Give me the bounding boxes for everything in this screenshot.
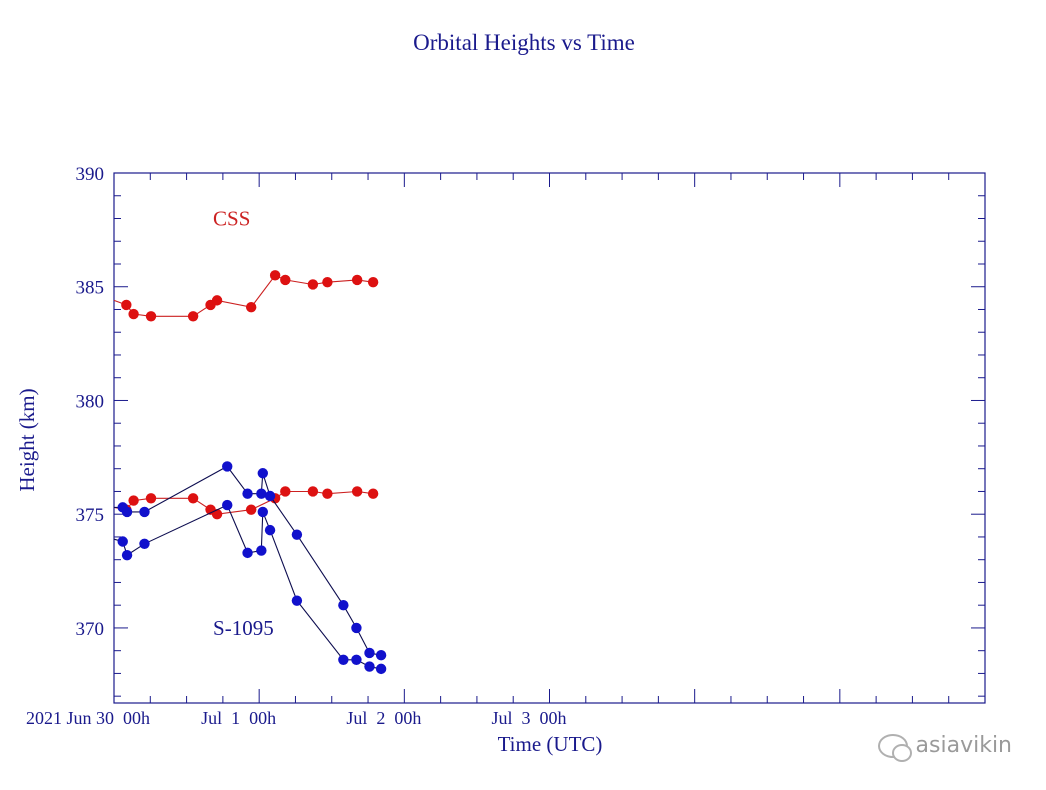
data-point xyxy=(222,461,233,472)
data-point xyxy=(242,488,253,499)
data-point xyxy=(364,647,375,659)
data-point xyxy=(222,499,233,511)
data-point xyxy=(145,493,157,504)
x-tick-labels: 2021 Jun 30 00h Jul 1 00h Jul 2 00h Jul 3 0… xyxy=(26,708,567,728)
data-point xyxy=(121,506,133,518)
x-tick-label: 2021 Jun 30 00h xyxy=(26,708,150,728)
data-point xyxy=(351,274,363,286)
data-point xyxy=(128,495,139,506)
data-point xyxy=(139,506,150,518)
series-s-1095-lower xyxy=(113,499,387,675)
data-point xyxy=(375,650,387,661)
data-point xyxy=(139,538,150,549)
data-point xyxy=(280,486,291,497)
annotation-label: CSS xyxy=(213,206,250,230)
data-point xyxy=(145,311,157,322)
y-tick-label: 370 xyxy=(76,619,105,640)
data-point xyxy=(245,504,257,515)
watermark: asiavikin xyxy=(877,733,1012,762)
series-css-upper xyxy=(113,270,379,322)
annotation-label: S-1095 xyxy=(213,616,274,640)
data-point xyxy=(307,279,319,290)
data-point xyxy=(322,276,333,288)
data-point xyxy=(375,663,387,675)
y-tick-labels: 370 375 380 385 390 xyxy=(76,164,105,640)
series-line xyxy=(113,504,382,670)
data-point xyxy=(257,506,268,518)
annotations: CSS S-1095 xyxy=(213,206,274,639)
data-point xyxy=(245,302,257,313)
y-axis-label: Height (km) xyxy=(15,388,39,491)
data-point xyxy=(257,468,268,479)
y-tick-label: 380 xyxy=(76,391,105,412)
x-tick-label: Jul 2 00h xyxy=(346,708,421,728)
x-tick-label: Jul 1 00h xyxy=(201,708,276,728)
data-point xyxy=(264,490,276,502)
series-line xyxy=(113,274,374,317)
chart-title: Orbital Heights vs Time xyxy=(413,30,635,55)
data-point xyxy=(351,654,362,665)
data-point xyxy=(280,274,291,286)
data-point xyxy=(291,595,303,606)
data-point xyxy=(211,509,223,520)
data-point xyxy=(351,622,362,634)
data-point xyxy=(367,276,379,288)
data-point xyxy=(364,661,375,672)
data-point xyxy=(291,529,303,540)
data-point xyxy=(307,486,319,497)
data-point xyxy=(121,299,132,311)
data-point xyxy=(242,547,253,559)
data-point xyxy=(117,536,128,547)
data-point xyxy=(256,545,267,556)
x-tick-label: Jul 3 00h xyxy=(492,708,567,728)
data-point xyxy=(256,488,267,499)
data-point xyxy=(211,295,223,306)
data-point xyxy=(338,599,349,611)
data-point xyxy=(264,524,276,536)
data-point xyxy=(269,270,281,281)
data-point xyxy=(187,493,199,504)
y-tick-label: 390 xyxy=(76,164,105,185)
y-tick-label: 375 xyxy=(76,505,105,526)
y-tick-label: 385 xyxy=(76,278,105,299)
axis-ticks xyxy=(113,172,986,703)
data-point xyxy=(351,486,363,497)
data-point xyxy=(121,549,133,561)
data-point xyxy=(128,308,139,320)
data-point xyxy=(367,488,379,499)
chat-bubble-icon xyxy=(877,733,912,762)
series-s-1095-upper xyxy=(114,461,387,661)
data-point xyxy=(338,654,349,665)
series-layer xyxy=(113,270,387,675)
watermark-text: asiavikin xyxy=(915,733,1012,758)
x-axis-label: Time (UTC) xyxy=(498,732,603,756)
data-point xyxy=(322,488,333,499)
data-point xyxy=(187,311,199,322)
